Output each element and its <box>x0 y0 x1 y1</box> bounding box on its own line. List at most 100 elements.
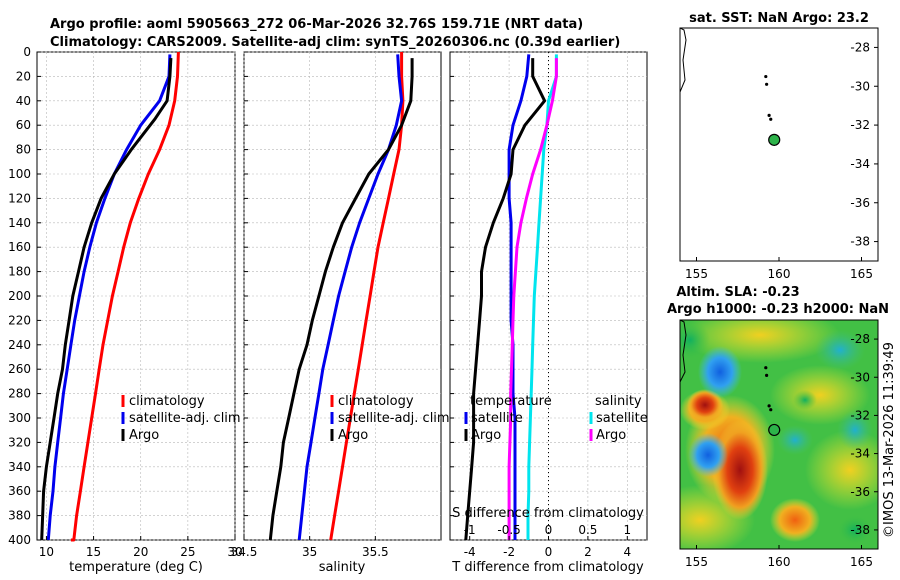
track-point <box>767 113 771 117</box>
y-tick-label: 120 <box>8 191 31 205</box>
sst-track <box>764 74 781 146</box>
y-tick-label: -32 <box>850 408 870 422</box>
temperature-legend: climatology satellite-adj. clim Argo <box>121 394 241 443</box>
x-tick-label: 25 <box>180 545 195 559</box>
salinity-xlabel: salinity <box>319 560 366 575</box>
top-x-tick-label: 0.5 <box>578 523 597 537</box>
x-tick-label: 160 <box>768 267 791 281</box>
y-tick-label: 80 <box>16 143 31 157</box>
x-tick-label: 35.5 <box>362 545 389 559</box>
figure-title-line1: Argo profile: aoml 5905663_272 06-Mar-20… <box>50 17 583 32</box>
x-tick-label: 20 <box>133 545 148 559</box>
series-line-satellite-adj-clim <box>297 54 404 541</box>
y-tick-label: -28 <box>850 332 870 346</box>
temperature-ticks: 0 20 40 60 80 100 120 140 160 180 200 220 240 260 280 3… <box>8 45 243 559</box>
track-point <box>764 74 768 79</box>
x-tick-label: 30 <box>227 545 242 559</box>
y-tick-label: 260 <box>8 362 31 376</box>
x-tick-label: 0 <box>545 545 553 559</box>
sla-ticks: 155 160 165 -28 -30 -32 -34 -36 -38 <box>685 332 878 569</box>
salinity-series <box>268 52 414 541</box>
legend-label-climatology: climatology <box>338 394 414 409</box>
difference-series <box>464 54 558 541</box>
y-tick-label: 140 <box>8 216 31 230</box>
track-point <box>764 366 768 370</box>
sst-map-panel: sat. SST: NaN Argo: 23.2 155 160 165 -28 -30… <box>679 11 879 281</box>
legend-label-s-satellite: satellite <box>596 411 648 426</box>
difference-legend: temperature satellite Argo salinity sate… <box>464 394 648 443</box>
x-tick-label: 155 <box>685 267 708 281</box>
sla-coastline <box>680 320 687 383</box>
y-tick-label: -34 <box>850 447 870 461</box>
legend-label-argo: Argo <box>129 428 159 443</box>
salinity-panel: 34.5 35 35.5 salinity climatology satellit… <box>231 51 450 575</box>
sst-map-title: sat. SST: NaN Argo: 23.2 <box>689 11 869 26</box>
y-tick-label: -38 <box>850 235 870 249</box>
x-tick-label: 34.5 <box>231 545 258 559</box>
x-tick-label: 15 <box>86 545 101 559</box>
track-point <box>767 404 771 408</box>
difference-panel: -4 -2 0 2 4 -1 -0.5 0 0.5 1 T difference from cl… <box>449 51 648 575</box>
legend-title-salinity: salinity <box>595 394 642 409</box>
sst-coastline <box>680 28 687 93</box>
y-tick-label: 200 <box>8 289 31 303</box>
legend-label-climatology: climatology <box>129 394 205 409</box>
difference-top-xlabel: S difference from climatology <box>452 506 644 521</box>
series-line-argo <box>40 58 173 541</box>
y-tick-label: 40 <box>16 94 31 108</box>
y-tick-label: -36 <box>850 485 870 499</box>
y-tick-label: 380 <box>8 509 31 523</box>
profile-position-marker <box>768 423 781 437</box>
x-tick-label: 4 <box>623 545 631 559</box>
y-tick-label: -30 <box>850 370 870 384</box>
track-point <box>769 117 773 121</box>
track-point <box>765 373 769 377</box>
y-tick-label: 400 <box>8 533 31 547</box>
sla-heatmap <box>680 320 878 549</box>
x-tick-label: 165 <box>850 555 873 569</box>
series-line-s-argo <box>507 58 558 540</box>
legend-label-satellite: satellite-adj. clim <box>338 411 450 426</box>
legend-title-temperature: temperature <box>470 394 552 409</box>
y-tick-label: 320 <box>8 435 31 449</box>
y-tick-label: 340 <box>8 460 31 474</box>
y-tick-label: 280 <box>8 387 31 401</box>
x-tick-label: 35 <box>302 545 317 559</box>
sla-map-panel: Altim. SLA: -0.23 Argo h1000: -0.23 h200… <box>667 285 889 569</box>
credit-label: ©IMOS 13-Mar-2026 11:39:49 <box>882 342 897 538</box>
y-tick-label: 180 <box>8 265 31 279</box>
series-line-t-satellite <box>507 54 531 540</box>
top-x-tick-label: -1 <box>464 523 476 537</box>
difference-grid <box>450 51 647 541</box>
figure-title-line2: Climatology: CARS2009. Satellite-adj cli… <box>50 35 620 50</box>
track-point <box>769 408 773 412</box>
series-line-t-argo <box>464 58 547 541</box>
x-tick-label: 10 <box>39 545 54 559</box>
top-x-tick-label: 0 <box>545 523 553 537</box>
y-tick-label: -38 <box>850 523 870 537</box>
y-tick-label: -28 <box>850 40 870 54</box>
y-tick-label: 20 <box>16 69 31 83</box>
x-tick-label: -4 <box>464 545 476 559</box>
sst-map-axes-box <box>679 27 879 262</box>
series-line-climatology <box>70 51 180 542</box>
y-tick-label: -34 <box>850 157 870 171</box>
top-x-tick-label: 1 <box>623 523 631 537</box>
y-tick-label: 220 <box>8 313 31 327</box>
legend-label-t-satellite: satellite <box>471 411 523 426</box>
track-point <box>765 82 769 86</box>
difference-ticks: -4 -2 0 2 4 <box>450 51 631 559</box>
sla-map-title-line2: Argo h1000: -0.23 h2000: NaN <box>667 302 889 317</box>
series-line-satellite-adj-clim <box>46 54 172 541</box>
x-tick-label: 155 <box>685 555 708 569</box>
salinity-ticks: 34.5 35 35.5 <box>231 51 389 559</box>
y-tick-label: -32 <box>850 118 870 132</box>
series-line-climatology <box>329 52 405 541</box>
y-tick-label: 100 <box>8 167 31 181</box>
temperature-series <box>40 51 180 542</box>
legend-label-argo: Argo <box>338 428 368 443</box>
difference-top-ticks: -1 -0.5 0 0.5 1 <box>464 523 631 537</box>
temperature-xlabel: temperature (deg C) <box>69 560 203 575</box>
salinity-legend: climatology satellite-adj. clim Argo <box>330 394 450 443</box>
